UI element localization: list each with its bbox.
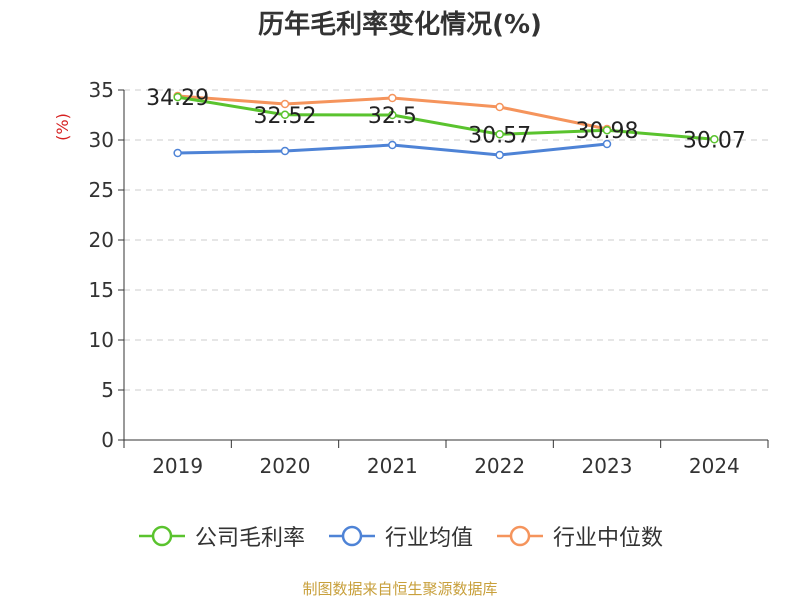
data-label-layer: 34.29 32.52 32.5 30.57 30.98 30.07: [146, 86, 746, 153]
legend-label: 行业均值: [384, 526, 473, 551]
x-tick-label: 2020: [260, 454, 311, 478]
legend-item[interactable]: 行业中位数: [495, 520, 663, 552]
y-tick-label: 0: [101, 428, 114, 452]
y-tick-label: 20: [89, 228, 114, 252]
data-point-0: [280, 110, 290, 120]
y-tick-label: 15: [89, 278, 114, 302]
data-point-2: [495, 102, 504, 112]
legend-marker-icon: [138, 525, 185, 547]
y-tick-label: 25: [89, 178, 114, 202]
data-point-0: [388, 110, 397, 120]
x-tick-label: 2019: [152, 454, 203, 478]
y-tick-label: 10: [89, 328, 114, 352]
data-label: 30.98: [576, 119, 639, 144]
data-point-0: [173, 92, 182, 102]
data-point-0: [710, 135, 719, 144]
data-point-1: [280, 146, 290, 156]
series-line-0: [177, 95, 715, 141]
x-tick-label: 2023: [582, 454, 633, 478]
data-point-2: [280, 99, 290, 109]
data-label: 32.52: [254, 104, 317, 129]
y-tick-label: 35: [89, 78, 114, 102]
legend: 公司毛利率 行业均值 行业中位数: [0, 520, 800, 552]
legend-label: 公司毛利率: [194, 526, 305, 551]
data-label: 30.57: [468, 123, 531, 148]
data-point-1: [173, 148, 182, 158]
footer-source: 制图数据来自恒生聚源数据库: [302, 580, 498, 598]
y-tick-label: 5: [101, 378, 114, 402]
y-tick-label: 30: [89, 128, 114, 152]
data-label: 32.5: [368, 104, 417, 129]
x-tick-label: 2022: [474, 454, 525, 478]
data-point-1: [495, 150, 504, 160]
axis-layer: 0 5 10 15 20 25 30 35 2019 2020 2021 2022 2023 2024: [89, 78, 769, 478]
series-layer: [173, 91, 719, 160]
legend-marker-icon: [328, 525, 375, 547]
x-tick-label: 2021: [367, 454, 418, 478]
y-axis-title: (%): [53, 113, 72, 141]
data-point-0: [602, 125, 612, 135]
data-point-1: [602, 139, 612, 149]
data-label: 30.07: [683, 128, 746, 153]
data-point-0: [495, 130, 504, 139]
data-label: 34.29: [146, 86, 209, 111]
legend-label: 行业中位数: [553, 526, 664, 551]
chart-title: 历年毛利率变化情况(%): [258, 10, 542, 40]
legend-item[interactable]: 公司毛利率: [137, 520, 305, 552]
x-tick-label: 2024: [689, 454, 740, 478]
legend-item[interactable]: 行业均值: [327, 520, 473, 552]
data-point-1: [388, 140, 397, 150]
data-point-2: [388, 93, 397, 103]
legend-marker-icon: [497, 525, 543, 547]
grid-layer: [124, 89, 768, 391]
